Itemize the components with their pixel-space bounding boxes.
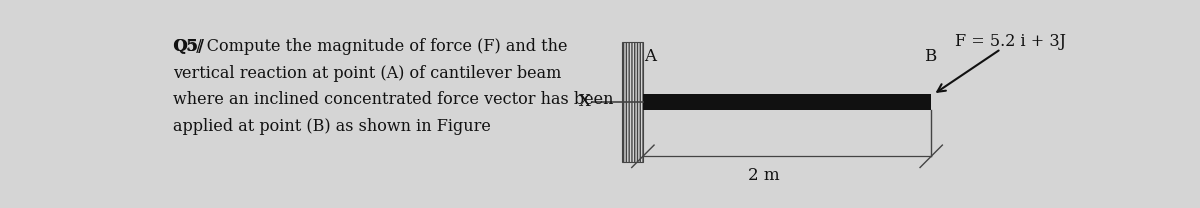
Text: B: B [924, 48, 936, 65]
Text: 2 m: 2 m [748, 167, 780, 184]
Bar [643, 94, 931, 110]
Text: Q5/ Compute the magnitude of force (F) and the
vertical reaction at point (A) of: Q5/ Compute the magnitude of force (F) a… [173, 38, 613, 135]
Bar [623, 42, 643, 162]
Text: X: X [580, 93, 592, 110]
Text: F = 5.2 i + 3J: F = 5.2 i + 3J [955, 33, 1066, 50]
Text: Q5/: Q5/ [173, 38, 204, 55]
Text: A: A [644, 48, 656, 65]
